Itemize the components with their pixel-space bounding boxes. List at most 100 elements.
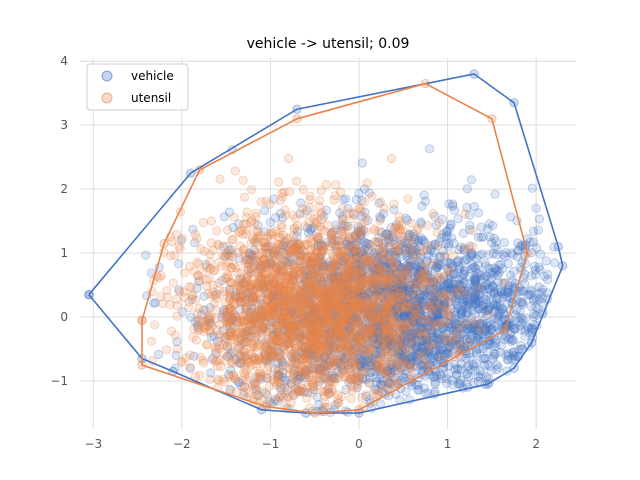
point-vehicle bbox=[469, 377, 479, 387]
point-vehicle bbox=[376, 261, 386, 271]
point-vehicle bbox=[453, 255, 464, 265]
point-utensil bbox=[198, 218, 208, 228]
point-vehicle bbox=[355, 354, 365, 364]
point-utensil bbox=[195, 352, 205, 362]
point-utensil bbox=[393, 343, 403, 353]
point-utensil bbox=[274, 177, 284, 187]
point-vehicle bbox=[445, 220, 455, 231]
point-vehicle bbox=[438, 316, 448, 326]
point-vehicle bbox=[381, 339, 391, 349]
point-vehicle bbox=[479, 354, 490, 364]
point-vehicle bbox=[386, 347, 396, 357]
point-utensil bbox=[270, 266, 280, 276]
point-vehicle bbox=[458, 290, 468, 301]
point-utensil bbox=[258, 386, 268, 396]
point-vehicle bbox=[477, 249, 487, 259]
point-vehicle bbox=[372, 287, 382, 297]
point-utensil bbox=[361, 335, 371, 345]
point-vehicle bbox=[372, 359, 382, 369]
point-utensil bbox=[251, 233, 261, 243]
point-utensil bbox=[392, 242, 402, 252]
point-vehicle bbox=[394, 261, 404, 272]
point-vehicle bbox=[267, 291, 277, 302]
point-utensil bbox=[286, 325, 296, 336]
point-vehicle bbox=[492, 265, 503, 275]
point-utensil bbox=[174, 287, 185, 297]
point-utensil bbox=[467, 317, 477, 328]
point-utensil bbox=[420, 259, 431, 270]
point-vehicle bbox=[399, 287, 409, 297]
point-vehicle bbox=[432, 287, 442, 297]
point-utensil bbox=[398, 293, 408, 303]
point-utensil bbox=[336, 243, 346, 253]
point-vehicle bbox=[394, 318, 405, 328]
point-utensil bbox=[210, 305, 221, 315]
point-vehicle bbox=[257, 326, 267, 336]
point-vehicle bbox=[427, 260, 438, 270]
point-vehicle bbox=[490, 349, 500, 360]
point-utensil bbox=[203, 288, 214, 299]
point-vehicle bbox=[531, 243, 542, 253]
point-vehicle bbox=[430, 386, 440, 397]
point-utensil bbox=[375, 314, 385, 324]
point-utensil bbox=[364, 378, 374, 388]
point-vehicle bbox=[331, 220, 341, 230]
point-vehicle bbox=[418, 340, 428, 350]
point-utensil bbox=[425, 288, 436, 298]
point-vehicle bbox=[420, 276, 431, 287]
point-utensil bbox=[298, 350, 308, 360]
point-utensil bbox=[238, 245, 249, 255]
point-vehicle bbox=[402, 318, 413, 329]
point-vehicle bbox=[486, 290, 496, 300]
point-utensil bbox=[299, 286, 309, 296]
point-vehicle bbox=[260, 337, 271, 347]
point-utensil bbox=[444, 264, 454, 275]
point-vehicle bbox=[419, 272, 429, 282]
point-vehicle bbox=[353, 286, 363, 296]
point-utensil bbox=[474, 283, 484, 293]
point-utensil bbox=[329, 195, 339, 205]
point-vehicle bbox=[459, 265, 470, 275]
point-utensil bbox=[404, 243, 414, 253]
point-utensil bbox=[413, 223, 424, 234]
point-vehicle bbox=[262, 345, 273, 355]
point-utensil bbox=[380, 380, 390, 390]
point-vehicle bbox=[356, 288, 367, 298]
point-utensil bbox=[460, 209, 470, 219]
point-vehicle bbox=[420, 354, 430, 364]
point-vehicle bbox=[525, 237, 535, 247]
point-utensil bbox=[416, 332, 426, 343]
point-vehicle bbox=[473, 290, 483, 300]
point-vehicle bbox=[458, 298, 468, 309]
point-vehicle bbox=[411, 283, 421, 293]
point-vehicle bbox=[300, 367, 310, 377]
point-vehicle bbox=[248, 297, 258, 307]
point-utensil bbox=[200, 323, 210, 334]
point-vehicle bbox=[431, 311, 442, 321]
point-utensil bbox=[315, 195, 325, 206]
point-utensil bbox=[317, 207, 327, 217]
point-vehicle bbox=[234, 378, 244, 388]
point-vehicle bbox=[331, 324, 342, 334]
point-vehicle bbox=[466, 175, 476, 185]
point-utensil bbox=[202, 281, 212, 291]
point-vehicle bbox=[485, 339, 495, 349]
point-vehicle bbox=[397, 302, 408, 312]
point-vehicle bbox=[468, 325, 479, 335]
point-vehicle bbox=[531, 203, 541, 213]
point-vehicle bbox=[319, 359, 330, 369]
point-utensil bbox=[409, 360, 419, 371]
point-vehicle bbox=[473, 319, 483, 330]
point-vehicle bbox=[346, 240, 357, 250]
point-utensil bbox=[251, 247, 261, 257]
point-utensil bbox=[222, 261, 232, 271]
point-vehicle bbox=[361, 242, 371, 252]
point-utensil bbox=[283, 280, 293, 290]
point-vehicle bbox=[458, 323, 468, 333]
point-utensil bbox=[245, 358, 255, 368]
point-vehicle bbox=[509, 347, 519, 357]
point-vehicle bbox=[355, 281, 365, 292]
point-vehicle bbox=[513, 238, 523, 248]
point-vehicle bbox=[345, 298, 355, 308]
